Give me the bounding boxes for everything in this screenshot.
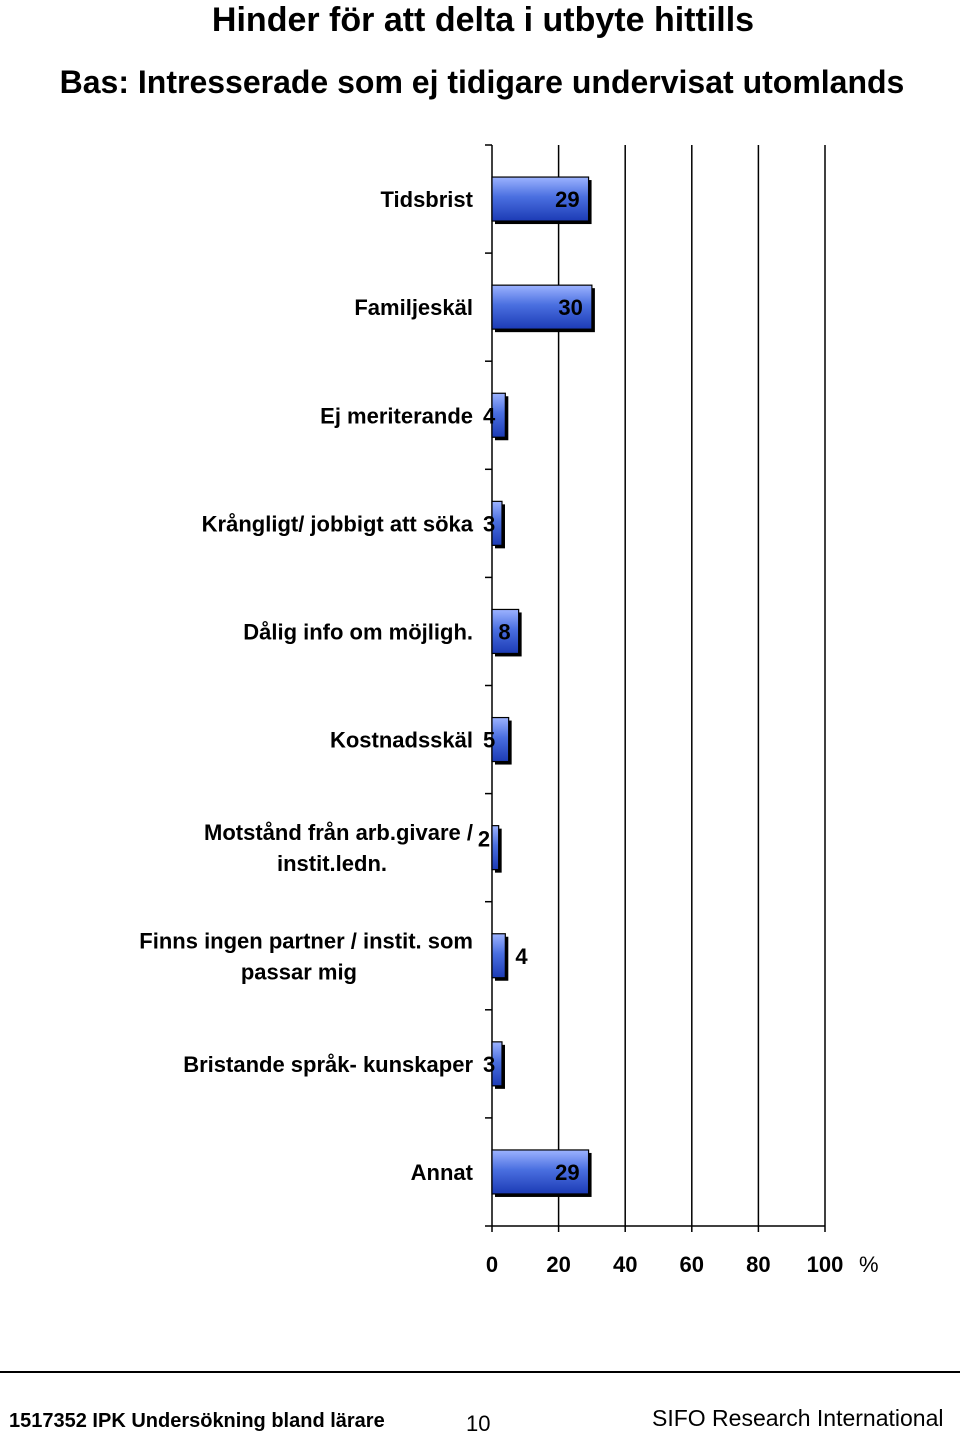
category-label: Krångligt/ jobbigt att söka [202, 511, 474, 536]
x-tick-label: 0 [486, 1252, 498, 1277]
value-label: 2 [478, 827, 490, 852]
chart-title: Hinder för att delta i utbyte hittills [211, 1, 755, 39]
value-label: 5 [483, 728, 495, 753]
x-tick-label: 80 [746, 1252, 770, 1277]
x-tick-label: 60 [680, 1252, 704, 1277]
x-unit-label: % [859, 1252, 879, 1277]
bar [491, 392, 506, 438]
category-label: Ej meriterande [320, 403, 473, 428]
category-label: Kostnadsskäl [330, 728, 473, 753]
page-number: 10 [466, 1411, 491, 1436]
category-label: Dålig info om möjligh. [243, 619, 473, 644]
value-label: 30 [558, 295, 582, 320]
category-label: Familjeskäl [354, 295, 473, 320]
value-label: 3 [483, 1052, 495, 1077]
bar [491, 933, 506, 979]
value-label: 4 [515, 944, 528, 969]
x-tick-label: 40 [613, 1252, 637, 1277]
x-tick-label: 100 [807, 1252, 844, 1277]
value-label: 29 [555, 1160, 579, 1185]
footer-company: SIFO Research International [652, 1405, 944, 1431]
category-label: Bristande språk- kunskaper [183, 1052, 473, 1077]
bar [491, 500, 503, 546]
category-label: Tidsbrist [380, 187, 473, 212]
labels: 0 20 40 60 80 100 % Tidsbrist 29 Familjeskäl 30 Ej … [139, 187, 878, 1277]
value-label: 4 [483, 403, 496, 428]
footer-survey-label: 1517352 IPK Undersökning bland lärare [9, 1410, 385, 1432]
category-label: Finns ingen partner / instit. som passar … [139, 928, 473, 984]
bar [491, 284, 593, 330]
category-label: Annat [411, 1160, 474, 1185]
bar [491, 1041, 503, 1087]
grid-lines [557, 145, 826, 1226]
bar [491, 716, 510, 763]
x-tick-label: 20 [546, 1252, 570, 1277]
bar [491, 825, 500, 871]
value-label: 29 [555, 187, 579, 212]
footer-divider [0, 1371, 960, 1373]
category-label: Motstånd från arb.givare / instit.ledn. [204, 820, 473, 876]
bars [491, 176, 595, 1197]
chart-subtitle: Bas: Intresserade som ej tidigare underv… [59, 64, 905, 100]
value-label: 8 [498, 619, 510, 644]
bar [491, 608, 520, 655]
value-label: 3 [483, 511, 495, 536]
bar [491, 176, 590, 222]
bar [491, 1149, 590, 1195]
bar-chart: 0 20 40 60 80 100 % Tidsbrist 29 Familjeskäl 30 Ej … [139, 144, 879, 1277]
